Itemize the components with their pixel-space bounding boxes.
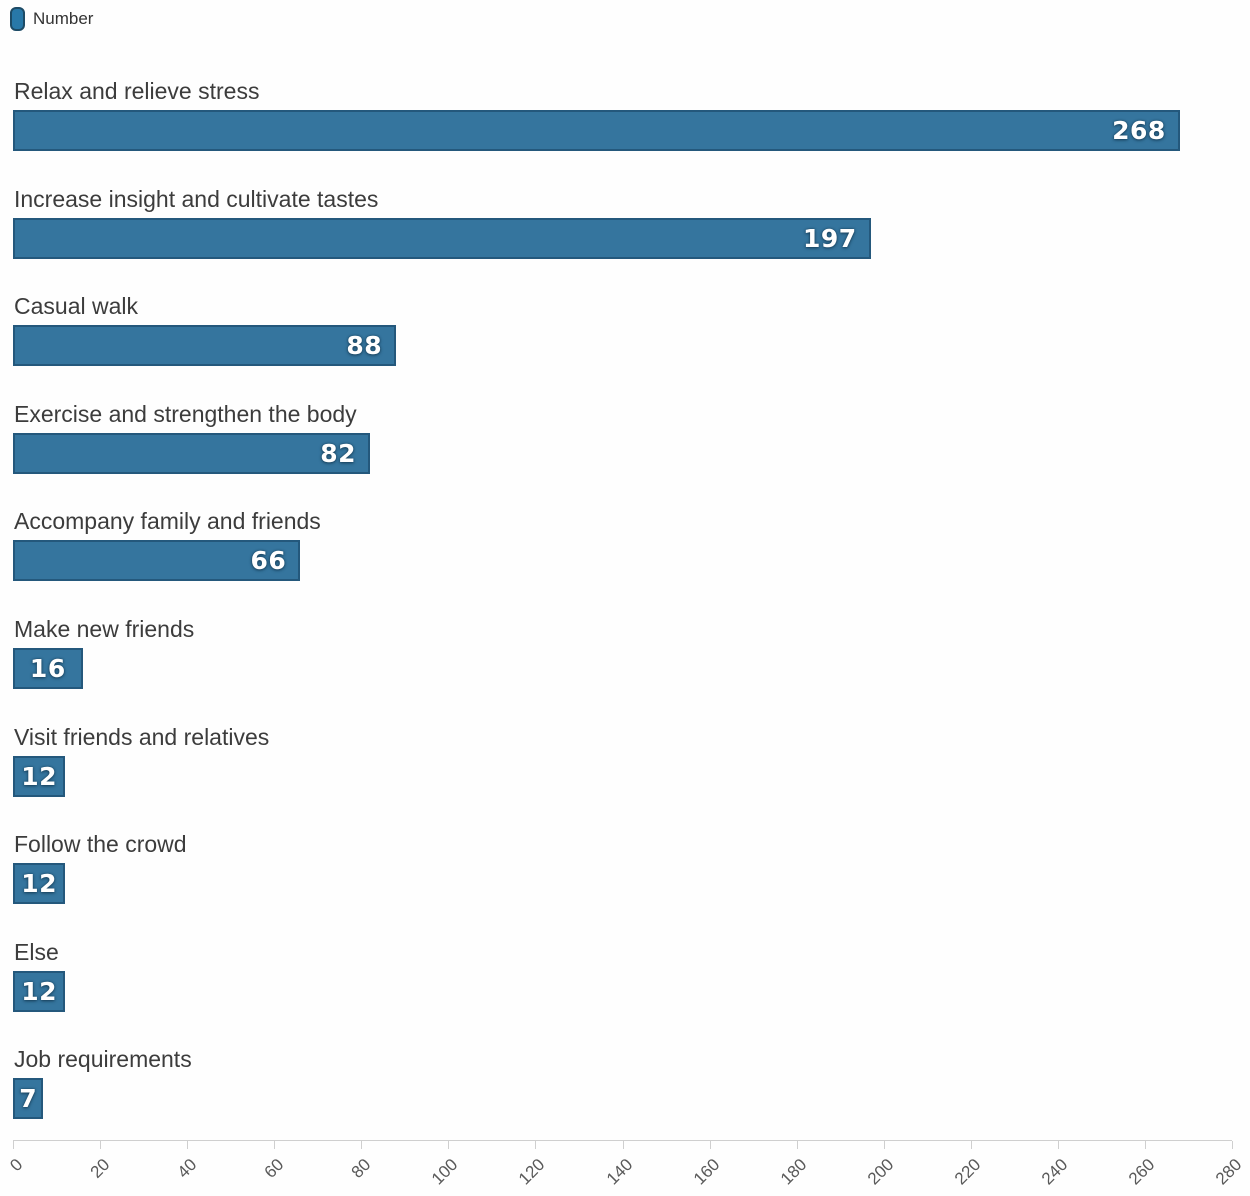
x-axis-tick [448,1141,450,1149]
value-label: 16 [29,653,66,683]
value-label: 12 [21,869,58,899]
category-label: Exercise and strengthen the body [14,400,357,427]
x-axis-tick-label: 20 [86,1155,114,1182]
x-axis-tick-label: 220 [950,1155,985,1189]
bar[interactable]: 7 [13,1078,44,1120]
chart-row: Exercise and strengthen the body 82 [13,399,1232,507]
bar[interactable]: 66 [13,540,301,582]
x-axis-tick [622,1141,624,1149]
value-label: 7 [19,1084,38,1114]
x-axis-tick [883,1141,885,1149]
bar[interactable]: 268 [13,110,1180,151]
value-label: 197 [802,223,857,253]
bar[interactable]: 12 [13,970,66,1012]
bar[interactable]: 197 [13,217,871,259]
chart-row: Else 12 [13,937,1232,1045]
category-label: Job requirements [14,1046,192,1073]
x-axis-tick [796,1141,798,1149]
chart-rows: Relax and relieve stress 268 Increase insi… [13,76,1232,1152]
chart-row: Job requirements 7 [13,1044,1232,1152]
x-axis-tick-label: 160 [689,1155,723,1189]
bar[interactable]: 16 [13,647,83,689]
x-axis-tick-label: 120 [515,1155,549,1189]
x-axis-tick [1144,1141,1146,1149]
x-axis-tick [100,1141,102,1149]
value-label: 12 [21,976,58,1006]
legend-label: Number [33,9,94,28]
bar[interactable]: 12 [13,863,66,905]
x-axis-tick-label: 260 [1124,1155,1159,1189]
value-label: 268 [1112,116,1166,145]
chart-row: Make new friends 16 [13,614,1232,722]
x-axis-tick-label: 0 [6,1155,27,1176]
chart-row: Visit friends and relatives 12 [13,722,1232,830]
x-axis-tick-label: 140 [602,1155,636,1189]
category-label: Accompany family and friends [14,508,321,535]
x-axis-tick [970,1141,972,1149]
category-label: Follow the crowd [14,831,187,858]
value-label: 12 [21,761,58,791]
category-label: Visit friends and relatives [14,723,270,750]
x-axis-tick [1232,1141,1233,1149]
chart-row: Follow the crowd 12 [13,829,1232,937]
legend[interactable]: Number [10,7,93,31]
x-axis-tick [187,1141,189,1149]
legend-swatch-icon [10,7,25,31]
x-axis-tick [274,1141,276,1149]
x-axis: 0 20 40 60 80 100 120 140 160 180 200 220 240 260 280 [6,1140,1245,1196]
category-label: Make new friends [14,615,195,642]
value-label: 88 [346,331,383,361]
value-label: 82 [320,438,356,468]
x-axis-tick-label: 180 [776,1155,811,1189]
x-axis-tick-label: 40 [173,1155,201,1182]
category-label: Casual walk [14,293,138,320]
category-label: Relax and relieve stress [14,78,260,104]
value-label: 66 [250,546,287,576]
x-axis-tick [1057,1141,1059,1149]
chart-row: Casual walk 88 [13,291,1232,399]
x-axis-tick-label: 240 [1037,1155,1072,1189]
x-axis-tick [535,1141,537,1149]
x-axis-tick-label: 80 [347,1155,375,1182]
x-axis-tick-label: 200 [863,1155,898,1189]
chart-row: Increase insight and cultivate tastes 197 [13,184,1232,292]
x-axis-tick [709,1141,711,1149]
chart-row: Relax and relieve stress 268 [13,76,1232,184]
chart-row: Accompany family and friends 66 [13,506,1232,614]
x-axis-tick-label: 100 [428,1155,462,1189]
bar[interactable]: 12 [13,755,66,797]
category-label: Increase insight and cultivate tastes [14,185,379,212]
bar[interactable]: 82 [13,432,370,474]
x-axis-tick [13,1141,14,1149]
x-axis-tick-label: 280 [1211,1155,1246,1189]
x-axis-tick-label: 60 [260,1155,288,1182]
category-label: Else [14,938,59,965]
x-axis-tick [361,1141,363,1149]
bar[interactable]: 88 [13,325,397,367]
